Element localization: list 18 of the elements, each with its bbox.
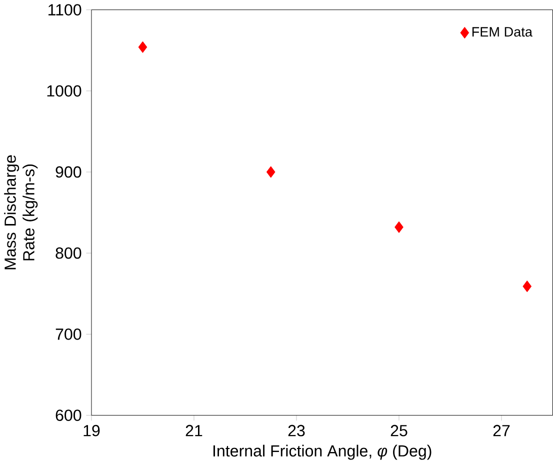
x-tick-label: 19	[84, 424, 100, 436]
y-axis-title: Mass Discharge Rate (kg/m-s)	[4, 155, 38, 270]
y-tick-label: 600	[56, 410, 82, 422]
point	[266, 166, 276, 178]
y-tick-label: 1100	[48, 4, 82, 16]
x-tick-label: 27	[493, 424, 510, 436]
point	[138, 41, 148, 53]
x-tick-label: 21	[186, 424, 202, 436]
x-tick-label: 25	[390, 424, 408, 436]
x-tick-label: 23	[288, 424, 305, 436]
legend-label: FEM Data	[472, 27, 532, 37]
y-tick-label: 700	[56, 328, 82, 340]
point	[394, 221, 404, 234]
x-axis-title: Internal Friction Angle, φ (Deg)	[213, 444, 432, 460]
y-tick-label: 900	[56, 166, 82, 178]
point	[522, 280, 532, 292]
y-tick-label: 800	[56, 247, 82, 259]
y-tick-label: 1000	[47, 85, 82, 97]
